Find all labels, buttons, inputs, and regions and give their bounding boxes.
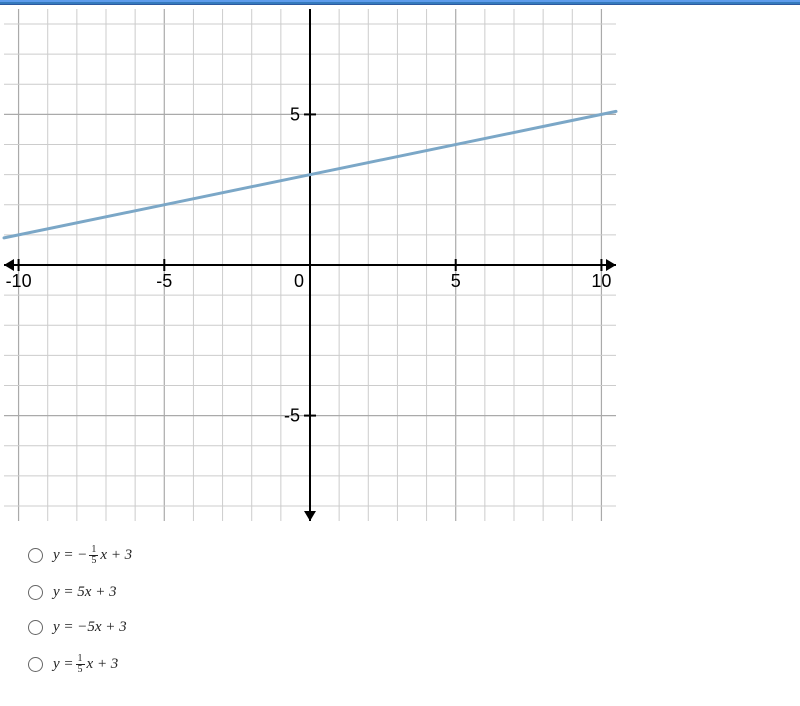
svg-text:-5: -5 bbox=[156, 271, 172, 291]
answer-options: y = − 15 x + 3 y = 5x + 3 y = −5x + 3 y … bbox=[28, 545, 800, 675]
svg-text:5: 5 bbox=[290, 104, 300, 124]
svg-text:5: 5 bbox=[451, 271, 461, 291]
radio-icon[interactable] bbox=[28, 657, 43, 672]
svg-text:0: 0 bbox=[294, 271, 304, 291]
option-label: y = 5x + 3 bbox=[53, 584, 117, 601]
option-label: y = 15 x + 3 bbox=[53, 654, 118, 675]
option-label: y = −5x + 3 bbox=[53, 619, 127, 636]
coordinate-graph: -10 -5 0 5 10 -5 5 bbox=[0, 5, 620, 525]
option-c[interactable]: y = −5x + 3 bbox=[28, 619, 800, 636]
svg-text:10: 10 bbox=[591, 271, 611, 291]
option-a[interactable]: y = − 15 x + 3 bbox=[28, 545, 800, 566]
radio-icon[interactable] bbox=[28, 548, 43, 563]
option-label: y = − 15 x + 3 bbox=[53, 545, 132, 566]
radio-icon[interactable] bbox=[28, 585, 43, 600]
option-b[interactable]: y = 5x + 3 bbox=[28, 584, 800, 601]
graph-svg: -10 -5 0 5 10 -5 5 bbox=[0, 5, 620, 525]
radio-icon[interactable] bbox=[28, 620, 43, 635]
option-d[interactable]: y = 15 x + 3 bbox=[28, 654, 800, 675]
svg-text:-10: -10 bbox=[6, 271, 32, 291]
svg-text:-5: -5 bbox=[284, 406, 300, 426]
